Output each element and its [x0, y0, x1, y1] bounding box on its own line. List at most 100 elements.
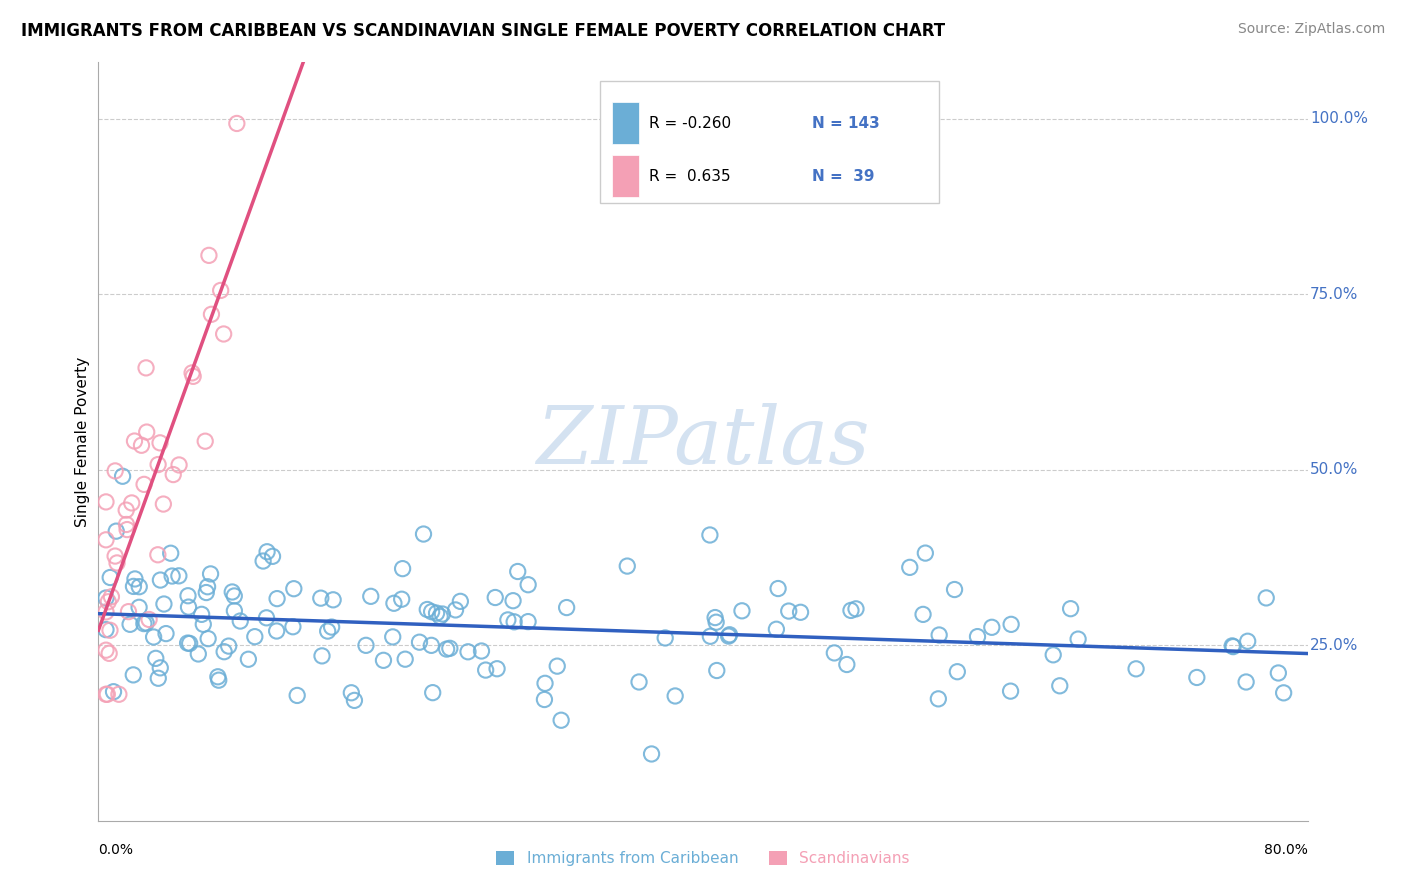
Point: [194, 434, 217, 449]
Point: [200, 566, 222, 581]
Point: [486, 662, 509, 676]
Point: [122, 579, 145, 593]
Point: [132, 477, 155, 491]
Text: IMMIGRANTS FROM CARIBBEAN VS SCANDINAVIAN SINGLE FEMALE POVERTY CORRELATION CHAR: IMMIGRANTS FROM CARIBBEAN VS SCANDINAVIA…: [21, 22, 945, 40]
Point: [966, 630, 988, 644]
Point: [354, 638, 377, 652]
Point: [1236, 634, 1258, 648]
Point: [640, 747, 662, 761]
Text: 75.0%: 75.0%: [1310, 286, 1358, 301]
Point: [238, 652, 260, 666]
Point: [927, 691, 949, 706]
Point: [517, 615, 540, 629]
Point: [534, 676, 557, 690]
Point: [1042, 648, 1064, 662]
Point: [360, 590, 382, 604]
Point: [108, 687, 131, 701]
Point: [98, 570, 121, 584]
Point: [391, 561, 413, 575]
Point: [408, 635, 430, 649]
Point: [145, 651, 167, 665]
Point: [555, 600, 578, 615]
Point: [212, 326, 235, 341]
Point: [181, 369, 204, 384]
Y-axis label: Single Female Poverty: Single Female Poverty: [75, 357, 90, 526]
Point: [664, 689, 686, 703]
Point: [243, 630, 266, 644]
Point: [449, 594, 471, 608]
Point: [115, 517, 138, 532]
Point: [94, 591, 117, 605]
Point: [266, 624, 288, 638]
Point: [718, 628, 741, 642]
Point: [266, 591, 288, 606]
Point: [153, 597, 176, 611]
Point: [225, 116, 247, 130]
Point: [98, 646, 121, 660]
Point: [1049, 679, 1071, 693]
Point: [343, 693, 366, 707]
Point: [94, 495, 117, 509]
Point: [422, 686, 444, 700]
Point: [138, 612, 160, 626]
Point: [321, 620, 343, 634]
Point: [146, 548, 169, 562]
Point: [94, 623, 117, 637]
Point: [208, 673, 231, 688]
Point: [124, 572, 146, 586]
Point: [717, 629, 740, 643]
Point: [128, 600, 150, 615]
Point: [420, 605, 443, 619]
Point: [96, 687, 118, 701]
FancyBboxPatch shape: [600, 81, 939, 202]
Point: [115, 503, 138, 517]
Point: [1000, 617, 1022, 632]
Point: [1234, 675, 1257, 690]
Point: [149, 573, 172, 587]
Point: [706, 664, 728, 678]
Point: [135, 425, 157, 439]
Point: [187, 647, 209, 661]
Point: [167, 569, 190, 583]
Point: [373, 653, 395, 667]
Point: [177, 600, 200, 615]
Point: [309, 591, 332, 606]
Point: [322, 592, 344, 607]
Point: [120, 617, 142, 632]
Point: [381, 630, 404, 644]
Point: [778, 604, 800, 618]
Point: [190, 607, 212, 622]
Point: [117, 605, 139, 619]
Point: [135, 615, 157, 630]
Point: [1222, 640, 1244, 654]
Point: [262, 549, 284, 564]
Point: [132, 616, 155, 631]
Point: [699, 528, 721, 542]
Point: [200, 307, 222, 321]
Point: [149, 435, 172, 450]
Point: [181, 366, 204, 380]
Point: [1267, 665, 1289, 680]
Point: [155, 626, 177, 640]
Point: [283, 582, 305, 596]
Point: [425, 606, 447, 620]
Point: [731, 604, 754, 618]
Point: [131, 438, 153, 452]
Point: [198, 248, 221, 262]
Point: [550, 713, 572, 727]
Point: [704, 610, 727, 624]
Point: [149, 661, 172, 675]
Point: [177, 589, 200, 603]
Point: [943, 582, 966, 597]
Point: [432, 607, 454, 621]
Point: [436, 642, 458, 657]
Point: [94, 533, 117, 547]
Point: [146, 458, 169, 472]
Point: [316, 624, 339, 639]
Point: [115, 523, 138, 537]
Text: R = -0.260: R = -0.260: [648, 116, 731, 130]
Point: [502, 593, 524, 607]
Point: [252, 554, 274, 568]
Point: [699, 629, 721, 643]
Text: R =  0.635: R = 0.635: [648, 169, 730, 184]
